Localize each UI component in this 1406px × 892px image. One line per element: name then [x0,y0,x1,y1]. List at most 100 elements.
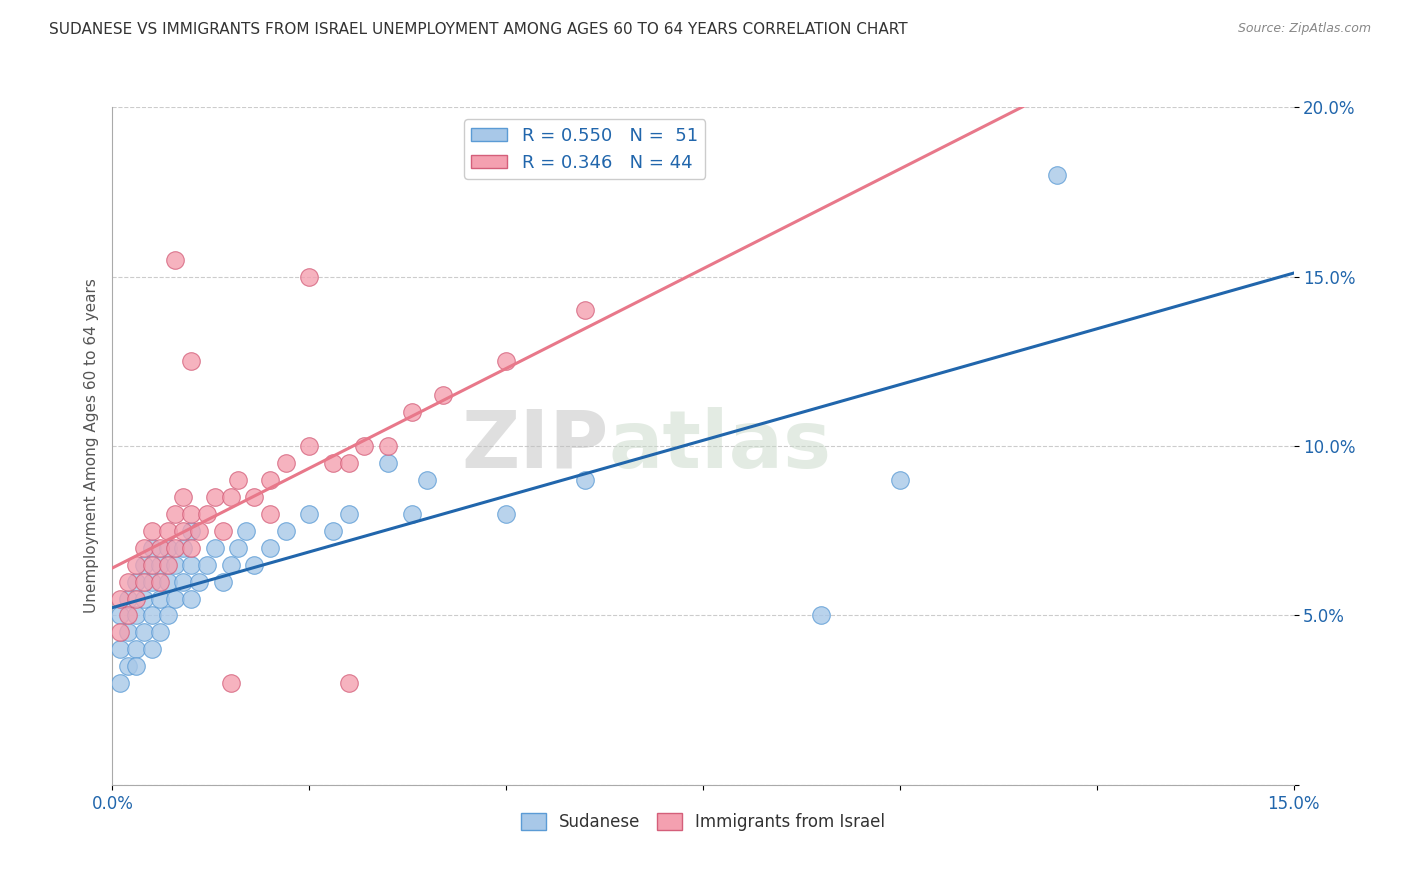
Point [172,541,194,555]
Point [165,252,187,267]
Point [132,625,155,640]
Legend: Sudanese, Immigrants from Israel: Sudanese, Immigrants from Israel [515,806,891,838]
Point [132,558,155,572]
Point [141,608,163,623]
Point [188,574,211,589]
Point [259,541,281,555]
Point [259,473,281,487]
Text: Source: ZipAtlas.com: Source: ZipAtlas.com [1237,22,1371,36]
Point [416,473,439,487]
Point [188,524,211,538]
Point [117,625,139,640]
Point [432,388,454,402]
Point [149,541,172,555]
Point [149,591,172,606]
Point [810,608,832,623]
Point [165,541,187,555]
Point [132,541,155,555]
Point [243,558,266,572]
Point [180,524,202,538]
Point [377,456,399,470]
Point [211,574,233,589]
Point [172,574,194,589]
Point [172,490,194,504]
Point [125,558,148,572]
Point [219,558,242,572]
Point [337,676,360,690]
Point [219,490,242,504]
Point [156,558,179,572]
Point [165,507,187,521]
Point [156,541,179,555]
Point [180,354,202,368]
Point [228,473,250,487]
Point [141,524,163,538]
Point [141,642,163,657]
Point [1046,168,1069,182]
Point [180,591,202,606]
Point [889,473,911,487]
Point [219,676,242,690]
Point [298,507,321,521]
Point [204,541,226,555]
Point [274,456,297,470]
Point [495,507,517,521]
Point [353,439,375,453]
Point [132,574,155,589]
Point [401,405,423,419]
Point [165,558,187,572]
Point [235,524,257,538]
Point [211,524,233,538]
Point [125,642,148,657]
Point [195,507,218,521]
Point [149,574,172,589]
Point [228,541,250,555]
Point [165,591,187,606]
Text: atlas: atlas [609,407,831,485]
Point [574,303,596,318]
Text: SUDANESE VS IMMIGRANTS FROM ISRAEL UNEMPLOYMENT AMONG AGES 60 TO 64 YEARS CORREL: SUDANESE VS IMMIGRANTS FROM ISRAEL UNEMP… [49,22,908,37]
Point [117,591,139,606]
Point [337,507,360,521]
Text: ZIP: ZIP [461,407,609,485]
Point [274,524,297,538]
Point [125,659,148,673]
Point [204,490,226,504]
Point [337,456,360,470]
Point [125,608,148,623]
Point [125,591,148,606]
Point [141,541,163,555]
Point [141,558,163,572]
Point [117,574,139,589]
Point [180,541,202,555]
Point [574,473,596,487]
Point [377,439,399,453]
Point [243,490,266,504]
Point [149,625,172,640]
Point [132,591,155,606]
Point [298,269,321,284]
Point [110,676,132,690]
Point [180,558,202,572]
Point [495,354,517,368]
Point [180,507,202,521]
Point [149,558,172,572]
Point [322,524,344,538]
Point [110,608,132,623]
Y-axis label: Unemployment Among Ages 60 to 64 years: Unemployment Among Ages 60 to 64 years [83,278,98,614]
Point [195,558,218,572]
Point [141,574,163,589]
Point [125,574,148,589]
Point [322,456,344,470]
Point [110,642,132,657]
Point [401,507,423,521]
Point [110,625,132,640]
Point [117,659,139,673]
Point [117,608,139,623]
Point [110,591,132,606]
Point [259,507,281,521]
Point [298,439,321,453]
Point [156,574,179,589]
Point [156,524,179,538]
Point [172,524,194,538]
